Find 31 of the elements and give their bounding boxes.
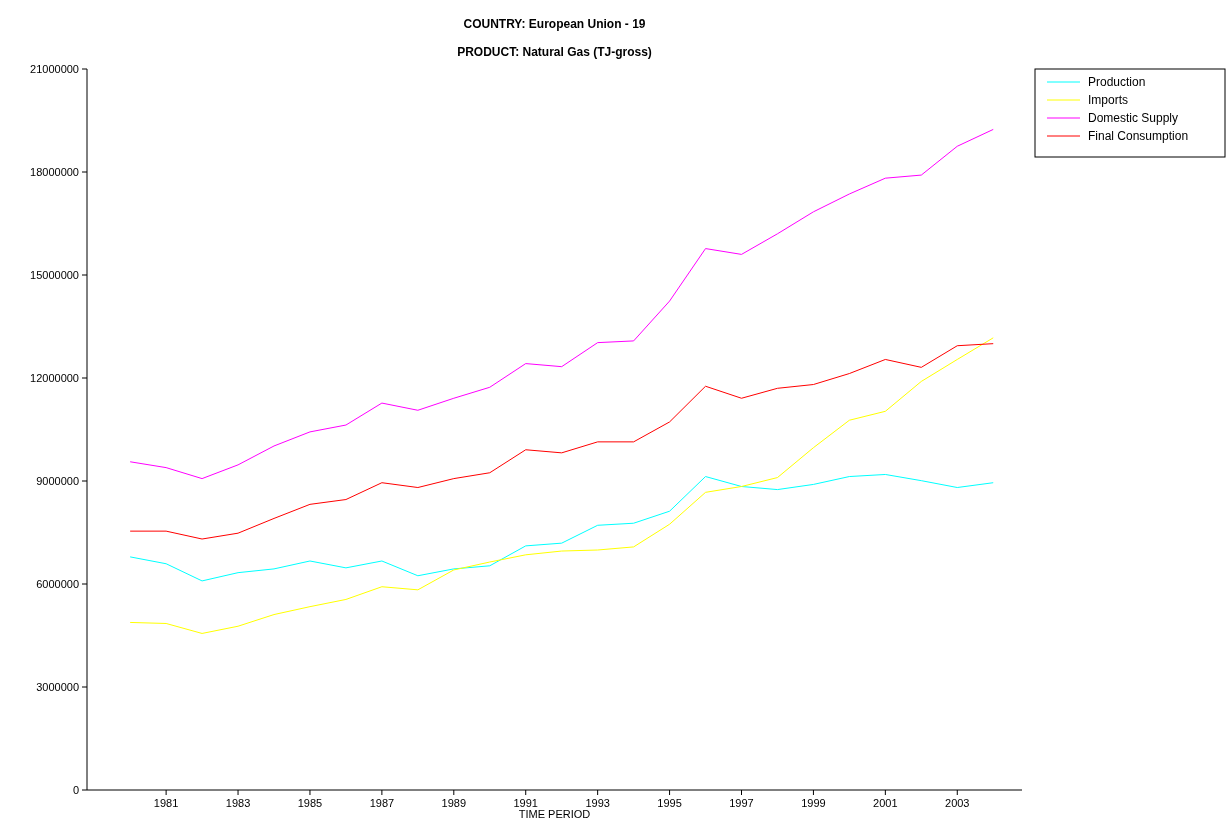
x-tick-label: 2003 [945, 797, 970, 809]
x-tick-label: 1981 [153, 797, 179, 809]
legend-label: Domestic Supply [1088, 111, 1179, 126]
y-tick-label: 9000000 [36, 474, 79, 487]
line-series [129, 343, 994, 540]
y-tick-label: 12000000 [30, 371, 79, 384]
x-tick-label: 1987 [369, 797, 395, 809]
chart-title: COUNTRY: European Union - 19 [463, 17, 646, 31]
chart-subtitle: PRODUCT: Natural Gas (TJ-gross) [457, 45, 652, 59]
y-tick-label: 15000000 [30, 268, 79, 281]
y-tick-label: 21000000 [30, 62, 79, 75]
x-axis-title: TIME PERIOD [518, 808, 591, 820]
legend-label: Production [1088, 75, 1146, 90]
y-tick-label: 18000000 [30, 165, 79, 178]
line-series [129, 128, 994, 480]
x-tick-label: 2001 [873, 797, 898, 809]
y-tick-label: 6000000 [36, 577, 79, 590]
y-tick-label: 0 [72, 783, 79, 796]
x-tick-label: 1989 [441, 797, 467, 809]
line-series [129, 337, 994, 634]
x-tick-label: 1997 [729, 797, 754, 809]
x-tick-label: 1999 [801, 797, 826, 809]
x-tick-label: 1991 [513, 797, 538, 809]
y-tick-label: 3000000 [36, 680, 79, 693]
x-tick-label: 1985 [297, 797, 323, 809]
x-tick-label: 1983 [225, 797, 251, 809]
line-series [129, 473, 994, 582]
legend-label: Imports [1088, 93, 1129, 108]
x-tick-label: 1993 [585, 797, 610, 809]
legend-label: Final Consumption [1088, 129, 1189, 144]
x-tick-label: 1995 [657, 797, 682, 809]
